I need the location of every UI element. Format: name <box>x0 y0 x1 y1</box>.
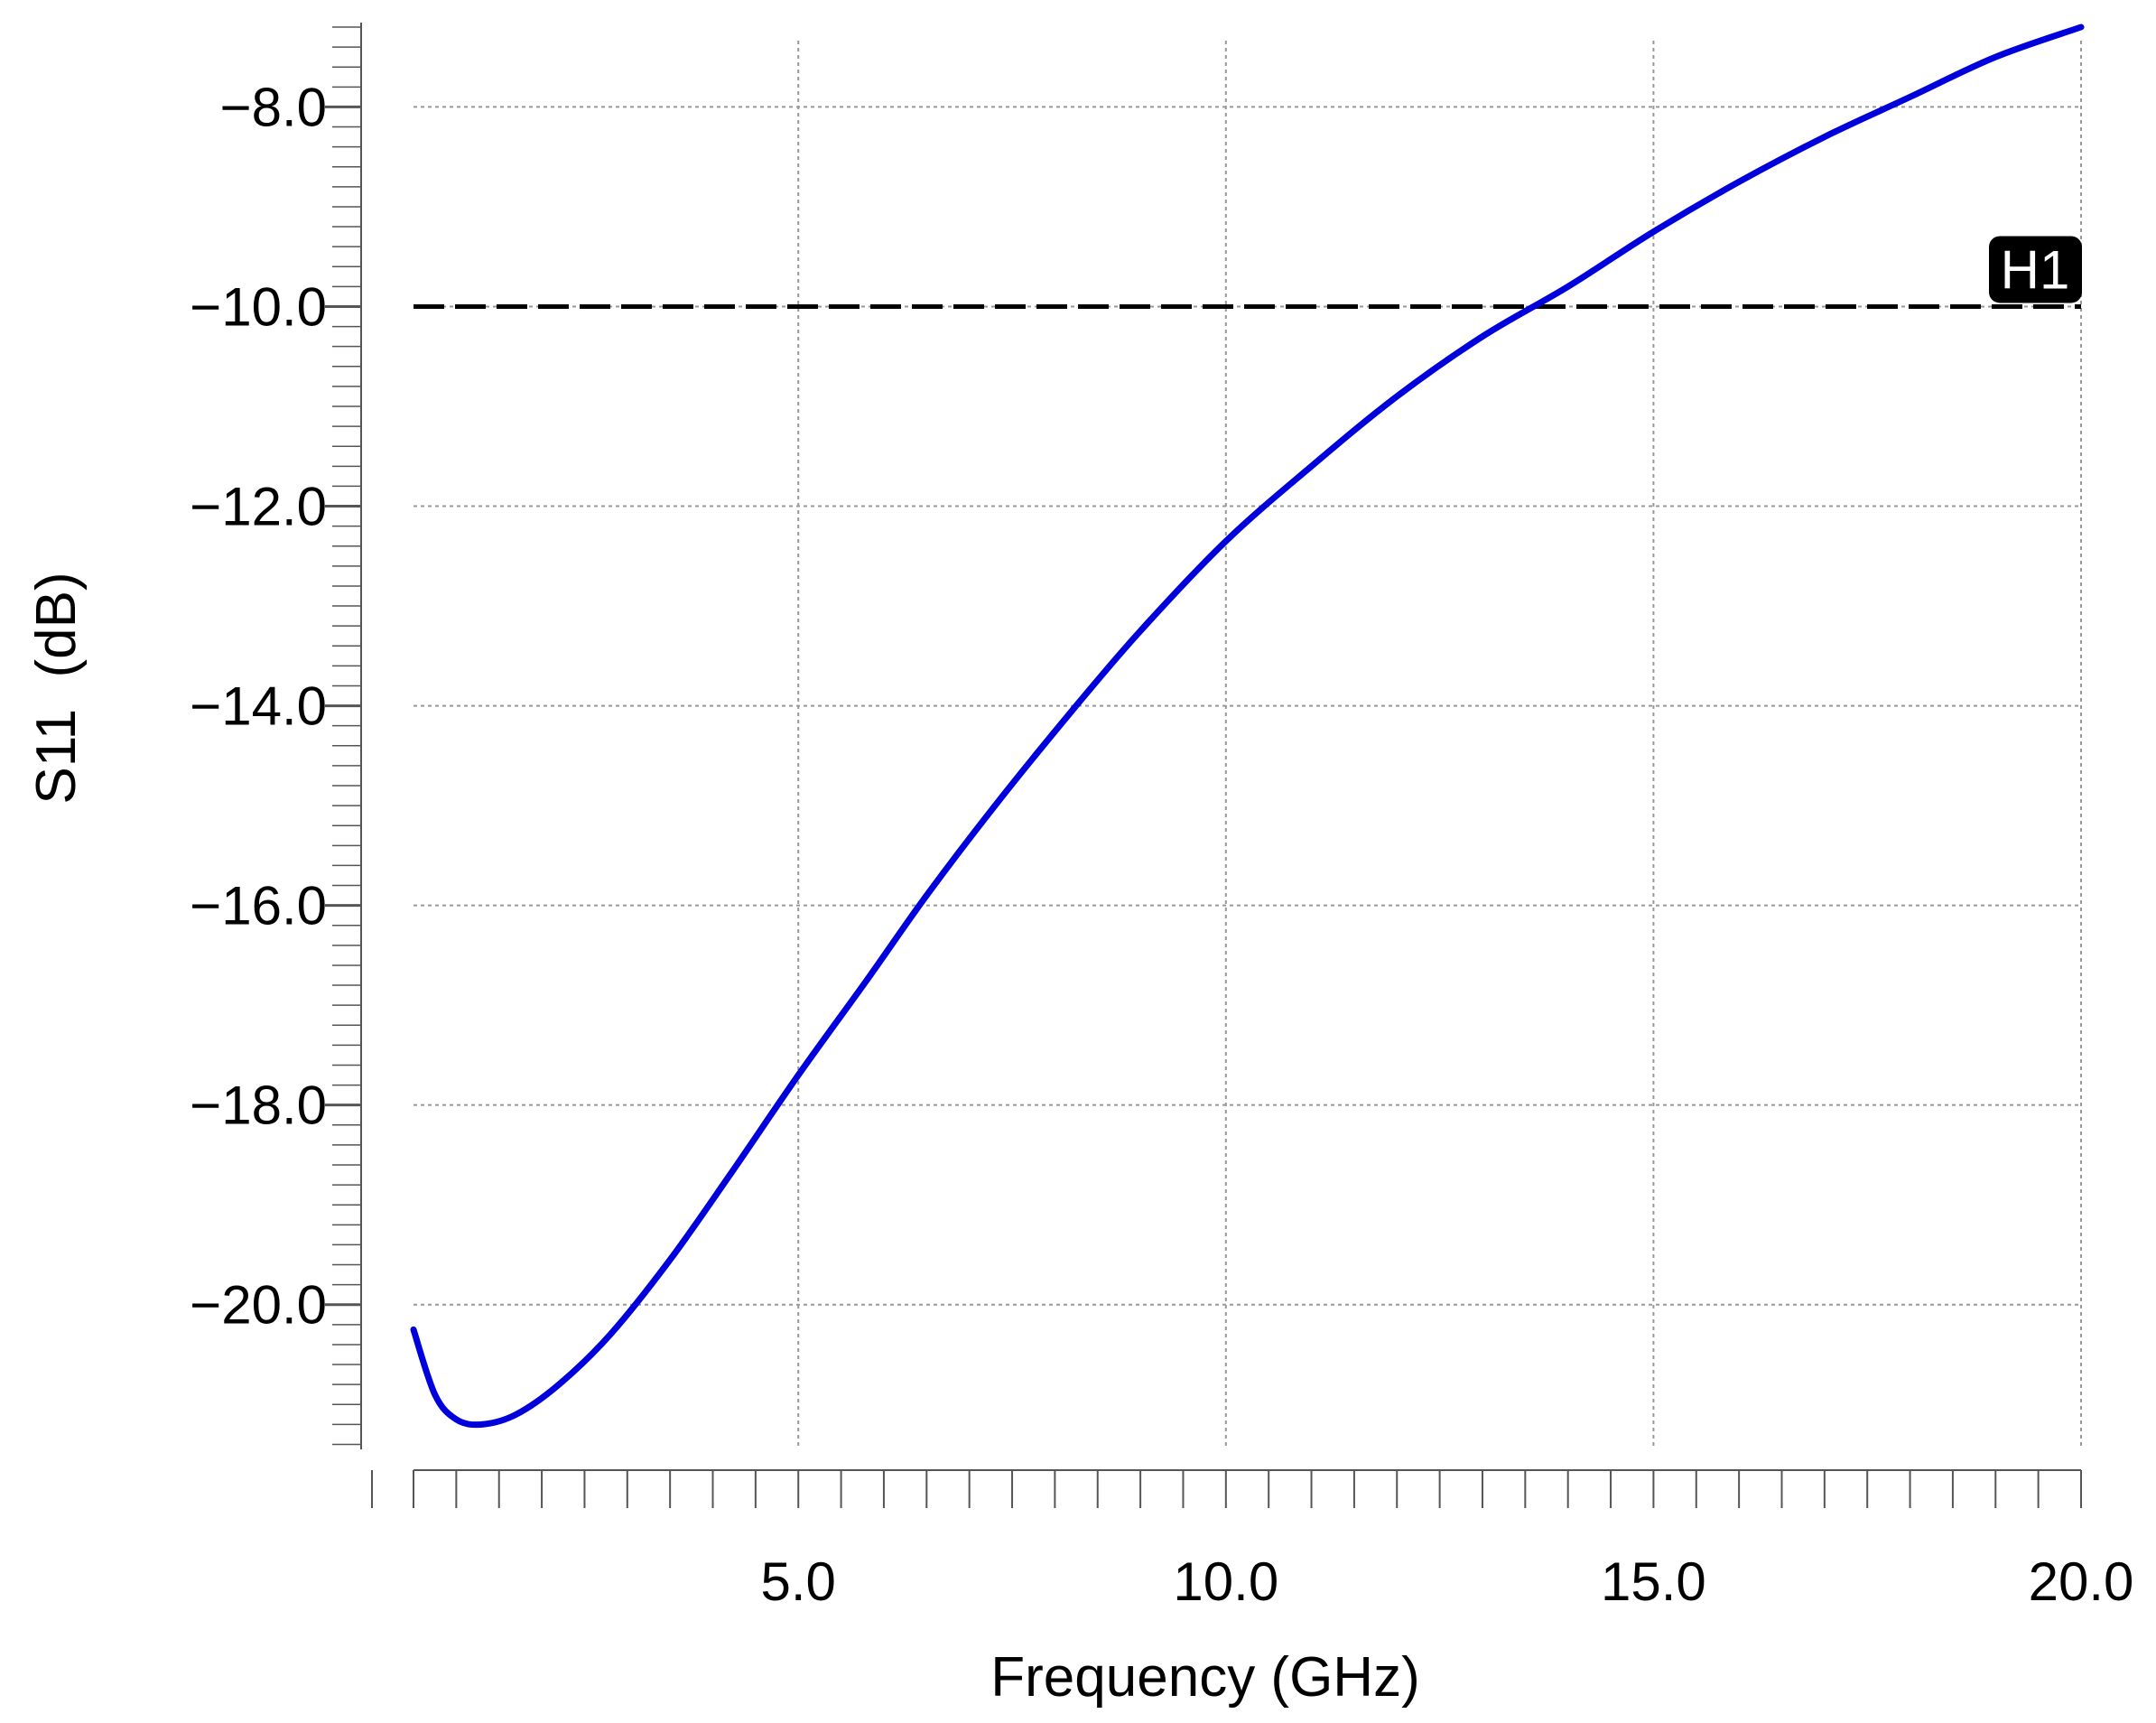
s11-series-line <box>410 23 2085 1429</box>
x-tick-label: 5.0 <box>761 1551 836 1612</box>
y-tick-label: −8.0 <box>220 77 327 137</box>
grid-lines <box>414 41 2082 1449</box>
y-tick-label: −20.0 <box>190 1275 327 1336</box>
y-axis: −8.0 −10.0 −12.0 −14.0 −16.0 −18.0 −20.0 <box>190 23 362 1449</box>
x-tick-label: 15.0 <box>1601 1551 1706 1612</box>
x-axis: 5.0 10.0 15.0 20.0 <box>371 1469 2134 1612</box>
reference-marker-badge <box>1989 236 2082 303</box>
y-tick-label: −12.0 <box>190 477 327 537</box>
x-axis-title: Frequency (GHz) <box>990 1646 1419 1709</box>
y-tick-label: −10.0 <box>190 276 327 337</box>
reference-marker-label: H1 <box>2001 239 2070 300</box>
x-tick-label: 20.0 <box>2029 1551 2134 1612</box>
y-tick-label: −16.0 <box>190 876 327 936</box>
y-tick-label: −18.0 <box>190 1076 327 1136</box>
reference-lines: H1 <box>414 236 2082 309</box>
y-axis-title: S11 (dB) <box>25 572 88 804</box>
series-group <box>410 23 2085 1429</box>
y-tick-label: −14.0 <box>190 676 327 737</box>
x-tick-label: 10.0 <box>1173 1551 1278 1612</box>
